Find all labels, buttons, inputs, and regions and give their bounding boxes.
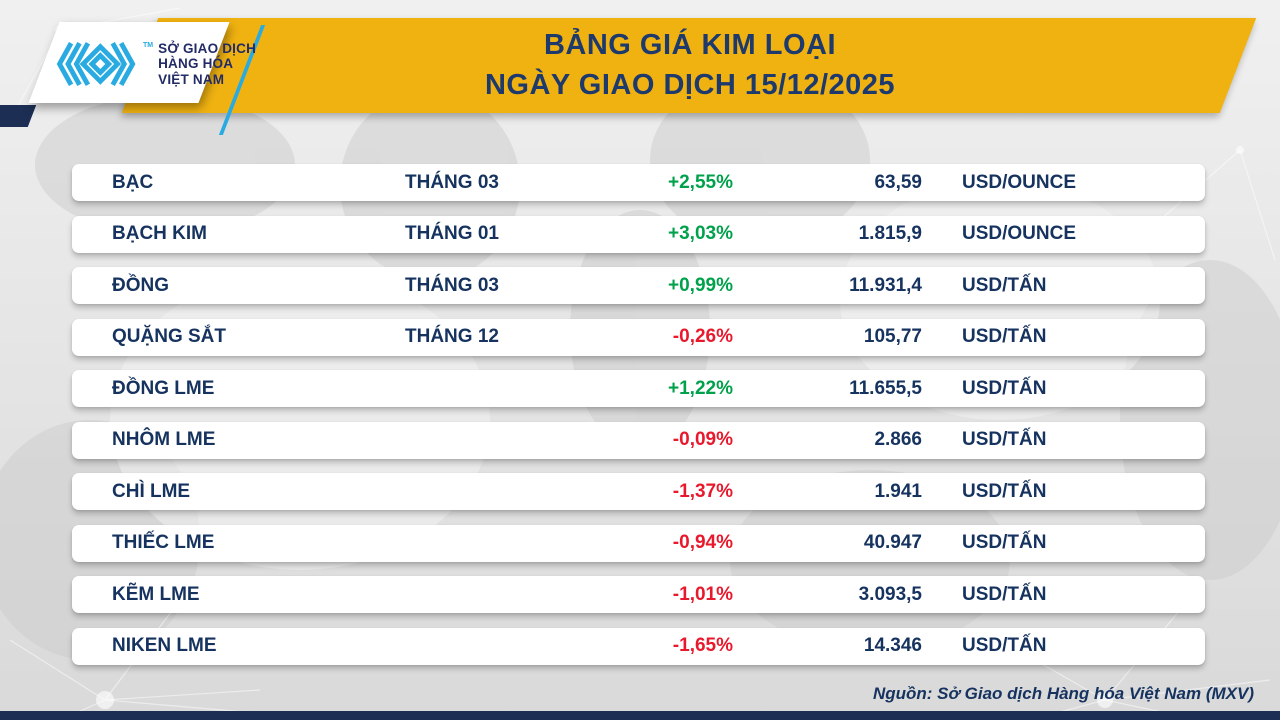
price-value: 1.941 (874, 480, 922, 502)
navy-ribbon-accent (0, 105, 37, 127)
commodity-name: QUẶNG SẮT (112, 326, 226, 347)
price-value: 14.346 (863, 635, 922, 656)
price-change: -1,01% (672, 583, 733, 605)
table-row: ĐỒNG THÁNG 03 +0,99% 11.931,4 USD/TẤN (72, 267, 1205, 304)
table-row: ĐỒNG LME +1,22% 11.655,5 USD/TẤN (72, 370, 1205, 407)
price-change: -1,37% (672, 480, 733, 502)
logo-line-2: HÀNG HÓA (158, 56, 234, 72)
price-table: BẠC THÁNG 03 +2,55% 63,59 USD/OUNCE BẠCH… (72, 164, 1205, 665)
commodity-name: KẼM LME (112, 583, 200, 605)
logo-line-1: SỞ GIAO DỊCH (158, 40, 257, 56)
price-value: 2.866 (874, 429, 922, 450)
price-unit: USD/OUNCE (962, 223, 1077, 244)
price-change: +1,22% (668, 377, 733, 399)
price-change: -1,65% (672, 635, 733, 656)
commodity-name: NIKEN LME (112, 635, 217, 656)
contract-month: THÁNG 12 (405, 326, 499, 347)
contract-month: THÁNG 03 (405, 274, 499, 296)
price-unit: USD/TẤN (962, 583, 1047, 605)
price-change: +0,99% (668, 274, 733, 296)
price-unit: USD/TẤN (962, 532, 1047, 553)
price-unit: USD/OUNCE (962, 171, 1077, 193)
commodity-name: ĐỒNG (112, 274, 169, 296)
source-note: Nguồn: Sở Giao dịch Hàng hóa Việt Nam (M… (872, 684, 1254, 703)
contract-month: THÁNG 01 (405, 223, 499, 244)
price-unit: USD/TẤN (962, 635, 1047, 656)
mxv-logo: TM SỞ GIAO DỊCH HÀNG HÓA VIỆT NAM (56, 36, 256, 92)
price-value: 3.093,5 (858, 583, 922, 605)
price-value: 63,59 (874, 171, 922, 193)
table-row: THIẾC LME -0,94% 40.947 USD/TẤN (72, 524, 1205, 562)
table-row: BẠC THÁNG 03 +2,55% 63,59 USD/OUNCE (72, 164, 1205, 201)
price-value: 11.931,4 (849, 274, 922, 296)
price-change: +3,03% (668, 223, 733, 244)
table-row: NHÔM LME -0,09% 2.866 USD/TẤN (72, 421, 1205, 459)
commodity-name: THIẾC LME (112, 532, 215, 553)
page-title-line-2: NGÀY GIAO DỊCH 15/12/2025 (484, 69, 896, 101)
mxv-logo-icon (56, 41, 136, 87)
page-title: BẢNG GIÁ KIM LOẠI NGÀY GIAO DỊCH 15/12/2… (240, 25, 1140, 105)
price-unit: USD/TẤN (962, 429, 1047, 450)
commodity-name: ĐỒNG LME (112, 377, 215, 399)
price-change: -0,94% (672, 532, 733, 553)
price-unit: USD/TẤN (962, 377, 1047, 399)
commodity-name: CHÌ LME (112, 480, 191, 502)
page-title-line-1: BẢNG GIÁ KIM LOẠI (543, 29, 837, 61)
table-row: NIKEN LME -1,65% 14.346 USD/TẤN (72, 627, 1205, 665)
table-row: QUẶNG SẮT THÁNG 12 -0,26% 105,77 USD/TẤN (72, 318, 1205, 356)
logo-line-3: VIỆT NAM (158, 71, 225, 87)
logo-wordmark: SỞ GIAO DỊCH HÀNG HÓA VIỆT NAM (158, 41, 256, 88)
price-unit: USD/TẤN (962, 480, 1047, 502)
price-change: -0,26% (672, 326, 733, 347)
bottom-bar (0, 711, 1280, 720)
price-change: +2,55% (668, 171, 733, 193)
table-row: KẼM LME -1,01% 3.093,5 USD/TẤN (72, 576, 1205, 613)
price-value: 105,77 (863, 326, 922, 347)
commodity-name: NHÔM LME (112, 429, 216, 450)
commodity-name: BẠCH KIM (112, 223, 207, 244)
logo-tm-mark: TM (143, 42, 154, 49)
commodity-name: BẠC (112, 171, 154, 193)
price-value: 1.815,9 (858, 223, 922, 244)
table-row: BẠCH KIM THÁNG 01 +3,03% 1.815,9 USD/OUN… (72, 215, 1205, 253)
price-value: 11.655,5 (849, 377, 922, 399)
price-unit: USD/TẤN (962, 326, 1047, 347)
price-value: 40.947 (863, 532, 922, 553)
contract-month: THÁNG 03 (405, 171, 499, 193)
price-change: -0,09% (672, 429, 733, 450)
table-row: CHÌ LME -1,37% 1.941 USD/TẤN (72, 473, 1205, 510)
price-unit: USD/TẤN (962, 274, 1047, 296)
